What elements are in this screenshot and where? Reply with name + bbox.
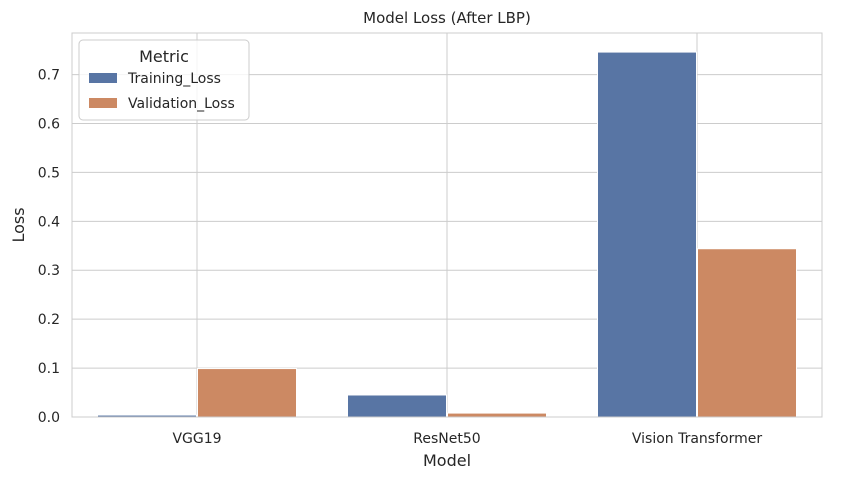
- x-tick-label: ResNet50: [413, 431, 480, 447]
- legend-swatch: [89, 98, 117, 108]
- legend-box: [78, 39, 250, 121]
- y-axis-label: Loss: [9, 207, 28, 242]
- legend-swatch: [89, 73, 117, 83]
- y-tick-label: 0.4: [38, 214, 60, 230]
- y-tick-labels: 0.0 0.1 0.2 0.3 0.4 0.5 0.6 0.7: [38, 68, 60, 426]
- bar-validation-loss-vgg19: [197, 368, 297, 418]
- y-tick-label: 0.3: [38, 263, 60, 279]
- x-tick-label: VGG19: [172, 431, 221, 447]
- x-tick-labels: VGG19 ResNet50 Vision Transformer: [172, 431, 762, 447]
- y-tick-label: 0.5: [38, 165, 60, 181]
- chart-title: Model Loss (After LBP): [363, 9, 531, 27]
- legend: Metric Training_Loss Validation_Loss: [78, 39, 250, 121]
- y-tick-label: 0.1: [38, 361, 60, 377]
- y-tick-label: 0.2: [38, 312, 60, 328]
- bar-training-loss-resnet50: [347, 394, 447, 418]
- bars: [97, 51, 797, 418]
- bar-validation-loss-vision-transformer: [697, 248, 797, 418]
- y-tick-label: 0.0: [38, 410, 60, 426]
- legend-label: Validation_Loss: [128, 96, 235, 112]
- x-tick-label: Vision Transformer: [632, 431, 762, 447]
- bar-validation-loss-resnet50: [447, 412, 547, 418]
- y-tick-label: 0.6: [38, 116, 60, 132]
- legend-title: Metric: [139, 47, 189, 66]
- x-axis-label: Model: [423, 451, 471, 470]
- bar-training-loss-vision-transformer: [597, 51, 697, 418]
- legend-label: Training_Loss: [127, 71, 221, 87]
- y-tick-label: 0.7: [38, 68, 60, 84]
- legend-items: Training_Loss Validation_Loss: [89, 71, 235, 112]
- plot-frame: [71, 32, 823, 418]
